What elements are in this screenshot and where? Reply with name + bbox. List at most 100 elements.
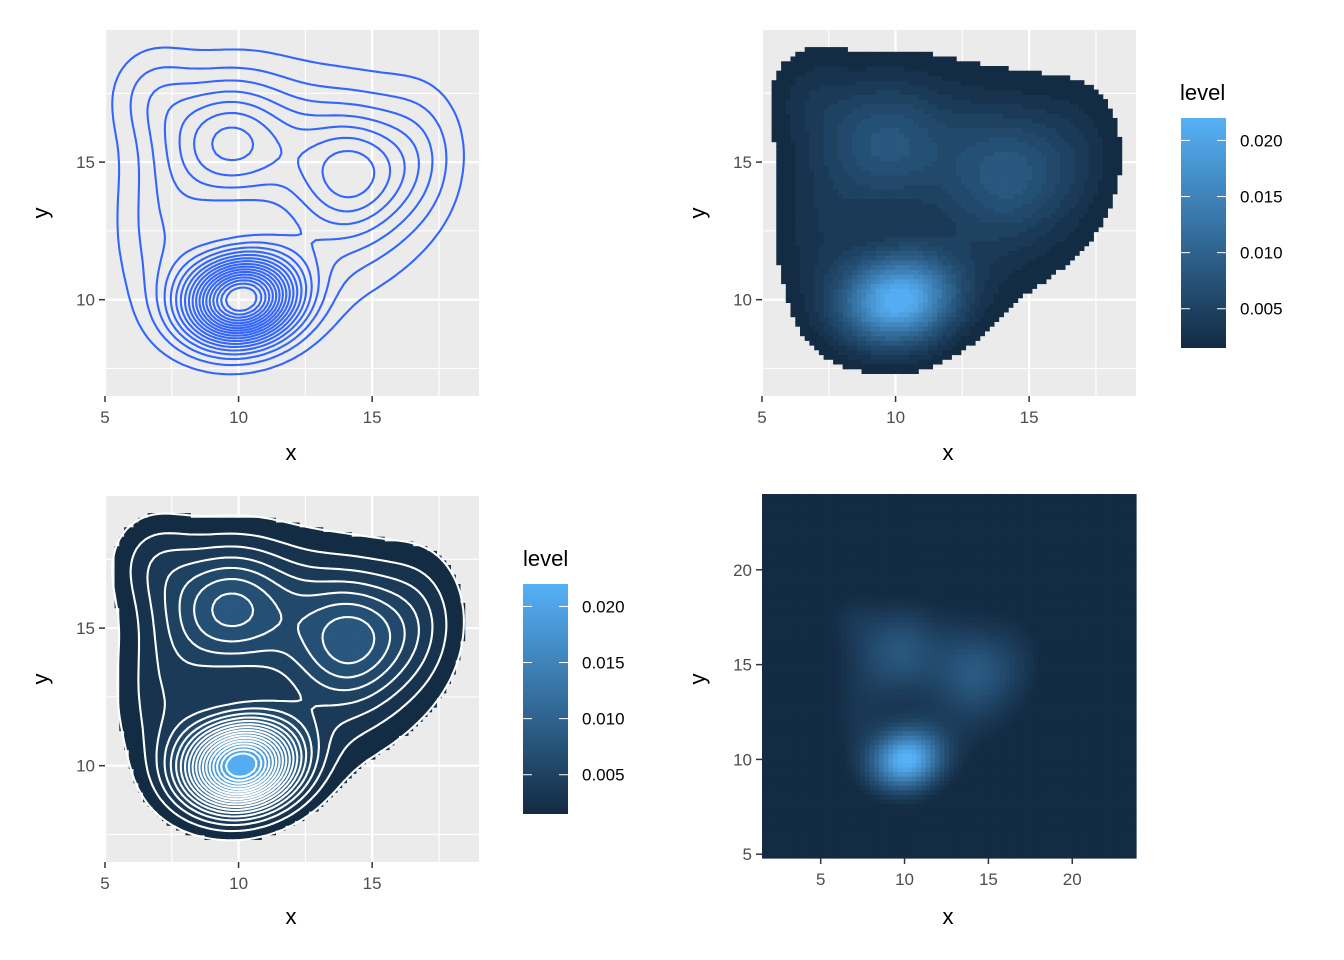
density-band-cell	[833, 217, 839, 223]
density-band-cell	[823, 61, 829, 67]
density-band-cell	[842, 236, 848, 242]
density-band-cell	[913, 174, 919, 181]
density-band-cell	[1050, 226, 1056, 233]
density-band-cell	[1027, 236, 1033, 242]
density-band-cell	[809, 321, 815, 327]
density-band-cell	[904, 222, 910, 228]
density-band-cell	[790, 207, 796, 214]
density-band-cell	[946, 293, 952, 299]
density-band-cell	[889, 255, 896, 261]
density-band-cell	[970, 250, 976, 256]
density-band-cell	[1041, 160, 1047, 166]
density-band-cell	[842, 278, 848, 285]
density-band-cell	[899, 288, 905, 294]
density-band-cell	[795, 51, 801, 58]
density-band-cell	[818, 146, 825, 152]
density-band-cell	[1031, 269, 1038, 275]
density-band-cell	[993, 198, 1000, 204]
density-band-cell	[814, 236, 820, 242]
density-band-cell	[1012, 207, 1019, 214]
density-band-cell	[923, 278, 929, 285]
density-band-cell	[247, 749, 253, 755]
density-band-cell	[951, 56, 957, 62]
density-band-cell	[861, 174, 867, 181]
density-band-cell	[984, 307, 990, 313]
density-band-cell	[1012, 127, 1019, 133]
density-band-cell	[979, 226, 985, 233]
density-band-cell	[837, 61, 844, 67]
density-band-cell	[823, 340, 829, 346]
density-band-cell	[1060, 141, 1066, 147]
density-band-cell	[1069, 80, 1075, 86]
density-band-cell	[308, 777, 314, 784]
density-band-cell	[932, 326, 938, 332]
density-band-cell	[923, 80, 929, 86]
density-band-cell	[913, 203, 919, 209]
density-band-cell	[303, 763, 310, 769]
density-band-cell	[989, 113, 995, 119]
density-band-cell	[880, 274, 886, 280]
density-band-cell	[833, 359, 839, 365]
density-band-cell	[918, 226, 924, 233]
density-band-cell	[975, 108, 981, 114]
density-band-cell	[941, 165, 948, 171]
density-band-cell	[842, 193, 848, 199]
density-band-cell	[965, 231, 971, 237]
density-band-cell	[923, 264, 929, 270]
density-band-cell	[870, 160, 877, 166]
density-band-cell	[195, 820, 201, 826]
density-band-cell	[1069, 84, 1075, 91]
density-band-cell	[1064, 207, 1071, 214]
density-band-cell	[1102, 198, 1108, 204]
density-band-cell	[795, 141, 801, 147]
density-band-cell	[951, 118, 957, 124]
density-band-cell	[833, 335, 839, 341]
density-band-cell	[814, 207, 820, 214]
density-band-cell	[818, 330, 825, 337]
density-band-cell	[818, 189, 825, 195]
contour-line-level-3	[146, 79, 434, 361]
density-band-cell	[927, 245, 933, 251]
density-band-cell	[785, 259, 792, 266]
density-band-cell	[1069, 155, 1075, 162]
density-band-cell	[852, 127, 858, 133]
density-band-cell	[1031, 179, 1038, 185]
density-band-cell	[1074, 207, 1080, 214]
density-band-cell	[875, 122, 881, 128]
density-band-cell	[1027, 231, 1033, 237]
density-band-cell	[1079, 236, 1085, 242]
density-band-cell	[918, 354, 924, 360]
density-band-cell	[1003, 259, 1009, 266]
density-band-cell	[847, 75, 853, 81]
density-band-cell	[814, 316, 820, 322]
density-band-cell	[1012, 70, 1019, 76]
density-band-cell	[800, 122, 806, 128]
density-band-cell	[923, 349, 929, 356]
density-band-cell	[946, 283, 952, 289]
density-band-cell	[960, 174, 967, 181]
density-band-cell	[833, 354, 839, 360]
density-band-cell	[828, 307, 834, 313]
density-band-cell	[800, 236, 806, 242]
density-band-cell	[998, 179, 1004, 185]
density-band-cell	[875, 89, 881, 95]
density-band-cell	[1027, 217, 1033, 223]
density-band-cell	[223, 830, 229, 836]
density-band-cell	[951, 165, 957, 171]
density-band-cell	[866, 132, 872, 138]
density-band-cell	[237, 815, 243, 822]
density-band-cell	[861, 70, 867, 76]
density-band-cell	[180, 768, 187, 774]
density-band-cell	[847, 132, 853, 138]
density-band-cell	[790, 198, 796, 204]
density-band-cell	[266, 825, 272, 831]
density-band-cell	[852, 75, 858, 81]
density-band-cell	[965, 255, 971, 261]
density-band-cell	[213, 830, 220, 836]
density-band-cell	[1031, 89, 1038, 95]
density-band-cell	[814, 75, 820, 81]
density-band-cell	[932, 80, 938, 86]
density-band-cell	[847, 335, 853, 341]
density-band-cell	[875, 94, 881, 100]
density-band-cell	[861, 113, 867, 119]
